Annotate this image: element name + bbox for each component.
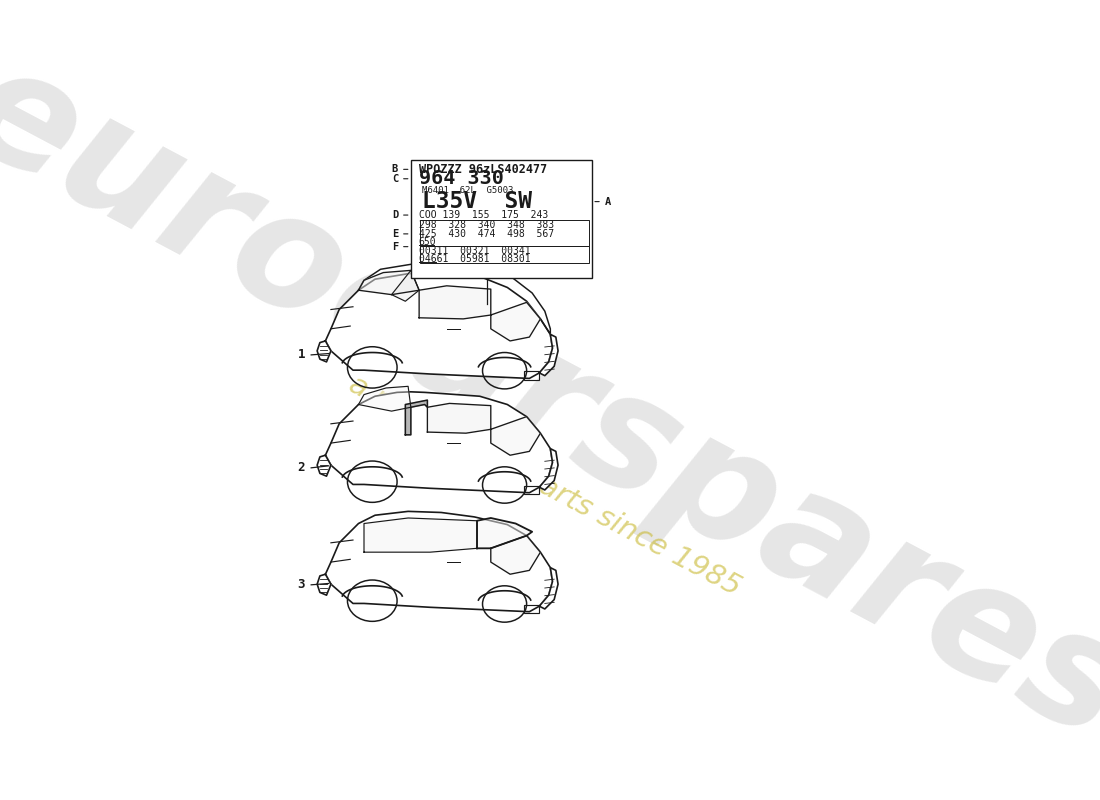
Text: F: F — [392, 242, 408, 252]
Polygon shape — [539, 568, 558, 609]
Polygon shape — [326, 511, 552, 612]
Polygon shape — [419, 286, 491, 319]
Polygon shape — [491, 417, 540, 455]
Polygon shape — [491, 302, 540, 341]
Polygon shape — [364, 518, 477, 552]
Polygon shape — [359, 270, 419, 294]
Text: 298  328  340  348  383: 298 328 340 348 383 — [419, 220, 553, 230]
Text: B: B — [392, 164, 408, 174]
Bar — [524, 486, 539, 494]
Polygon shape — [491, 536, 540, 574]
Text: C: C — [392, 174, 408, 184]
Polygon shape — [477, 518, 532, 548]
Polygon shape — [317, 574, 331, 595]
Polygon shape — [405, 400, 428, 435]
Polygon shape — [428, 403, 491, 433]
Text: a passion for parts since 1985: a passion for parts since 1985 — [344, 370, 746, 602]
Text: WPOZZZ 96zLS402477: WPOZZZ 96zLS402477 — [419, 163, 547, 176]
Polygon shape — [392, 270, 419, 302]
FancyBboxPatch shape — [420, 220, 588, 246]
Text: 650: 650 — [419, 237, 437, 247]
Text: D: D — [392, 210, 408, 220]
Bar — [524, 371, 539, 379]
Text: eurocarspares: eurocarspares — [0, 30, 1100, 774]
Text: L35V  SW: L35V SW — [422, 190, 532, 213]
Text: M6401  62L  G5003: M6401 62L G5003 — [422, 186, 514, 195]
Polygon shape — [317, 341, 331, 362]
FancyBboxPatch shape — [420, 246, 588, 263]
Text: COO 139  155  175  243: COO 139 155 175 243 — [419, 210, 548, 220]
Text: 3: 3 — [298, 578, 305, 591]
Polygon shape — [317, 455, 331, 476]
Polygon shape — [539, 449, 558, 490]
FancyBboxPatch shape — [410, 160, 592, 278]
Polygon shape — [326, 392, 552, 493]
Text: 425  430  474  498  567: 425 430 474 498 567 — [419, 229, 553, 239]
Polygon shape — [326, 273, 552, 378]
Text: 00311  00321  00341: 00311 00321 00341 — [419, 246, 530, 256]
Text: E: E — [392, 229, 408, 239]
Text: 1: 1 — [298, 348, 305, 362]
Text: 04661  05981  08301: 04661 05981 08301 — [419, 254, 530, 265]
Text: 964 330: 964 330 — [419, 170, 504, 188]
Polygon shape — [359, 386, 411, 411]
Text: A: A — [595, 197, 610, 206]
Text: 2: 2 — [298, 462, 305, 474]
Bar — [524, 605, 539, 613]
Polygon shape — [539, 334, 558, 376]
Polygon shape — [359, 262, 550, 334]
